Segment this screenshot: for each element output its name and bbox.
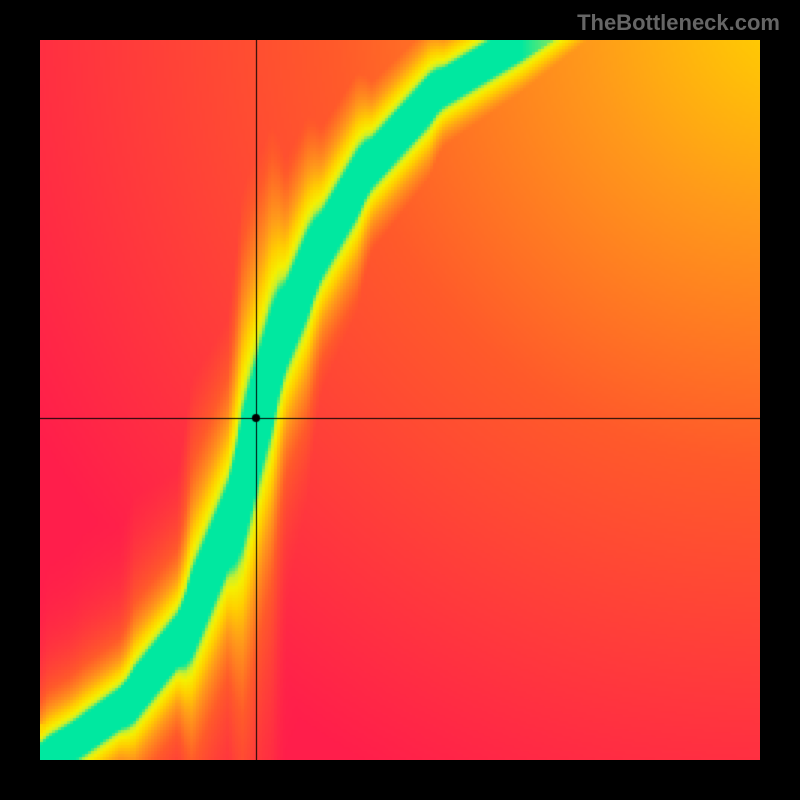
chart-frame: TheBottleneck.com: [0, 0, 800, 800]
watermark-text: TheBottleneck.com: [577, 10, 780, 36]
heatmap-plot: [40, 40, 760, 760]
heatmap-canvas: [40, 40, 760, 760]
